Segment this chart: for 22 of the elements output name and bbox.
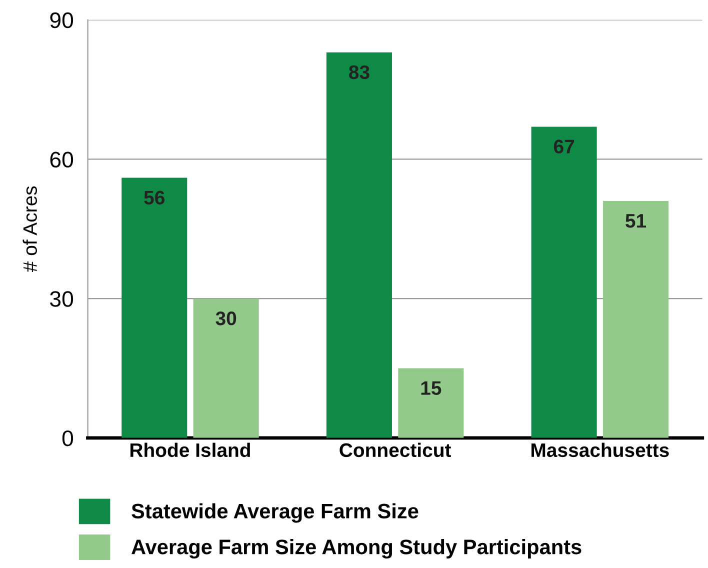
y-tick-label: 30 [50, 291, 74, 307]
y-tick-label: 90 [50, 12, 74, 28]
bar [122, 178, 188, 438]
y-tick-label: 60 [50, 152, 74, 168]
legend-label: Statewide Average Farm Size [132, 503, 418, 523]
bar [531, 126, 597, 438]
data-label: 30 [216, 312, 236, 326]
x-tick-label: Rhode Island [130, 442, 250, 458]
bar [602, 201, 669, 438]
data-label: 51 [626, 214, 646, 228]
data-label: 15 [421, 381, 442, 395]
legend-label: Average Farm Size Among Study Participants [132, 539, 582, 559]
data-label: 56 [144, 190, 164, 205]
bar [193, 298, 259, 438]
bar [326, 52, 392, 438]
bar [398, 368, 464, 438]
y-axis-title: # of Acres [22, 186, 38, 272]
x-tick-label: Connecticut [340, 442, 452, 458]
y-tick-label: 0 [62, 430, 74, 446]
x-tick-label: Massachusetts [532, 442, 669, 458]
data-label: 83 [349, 65, 370, 80]
data-label: 67 [554, 140, 574, 154]
